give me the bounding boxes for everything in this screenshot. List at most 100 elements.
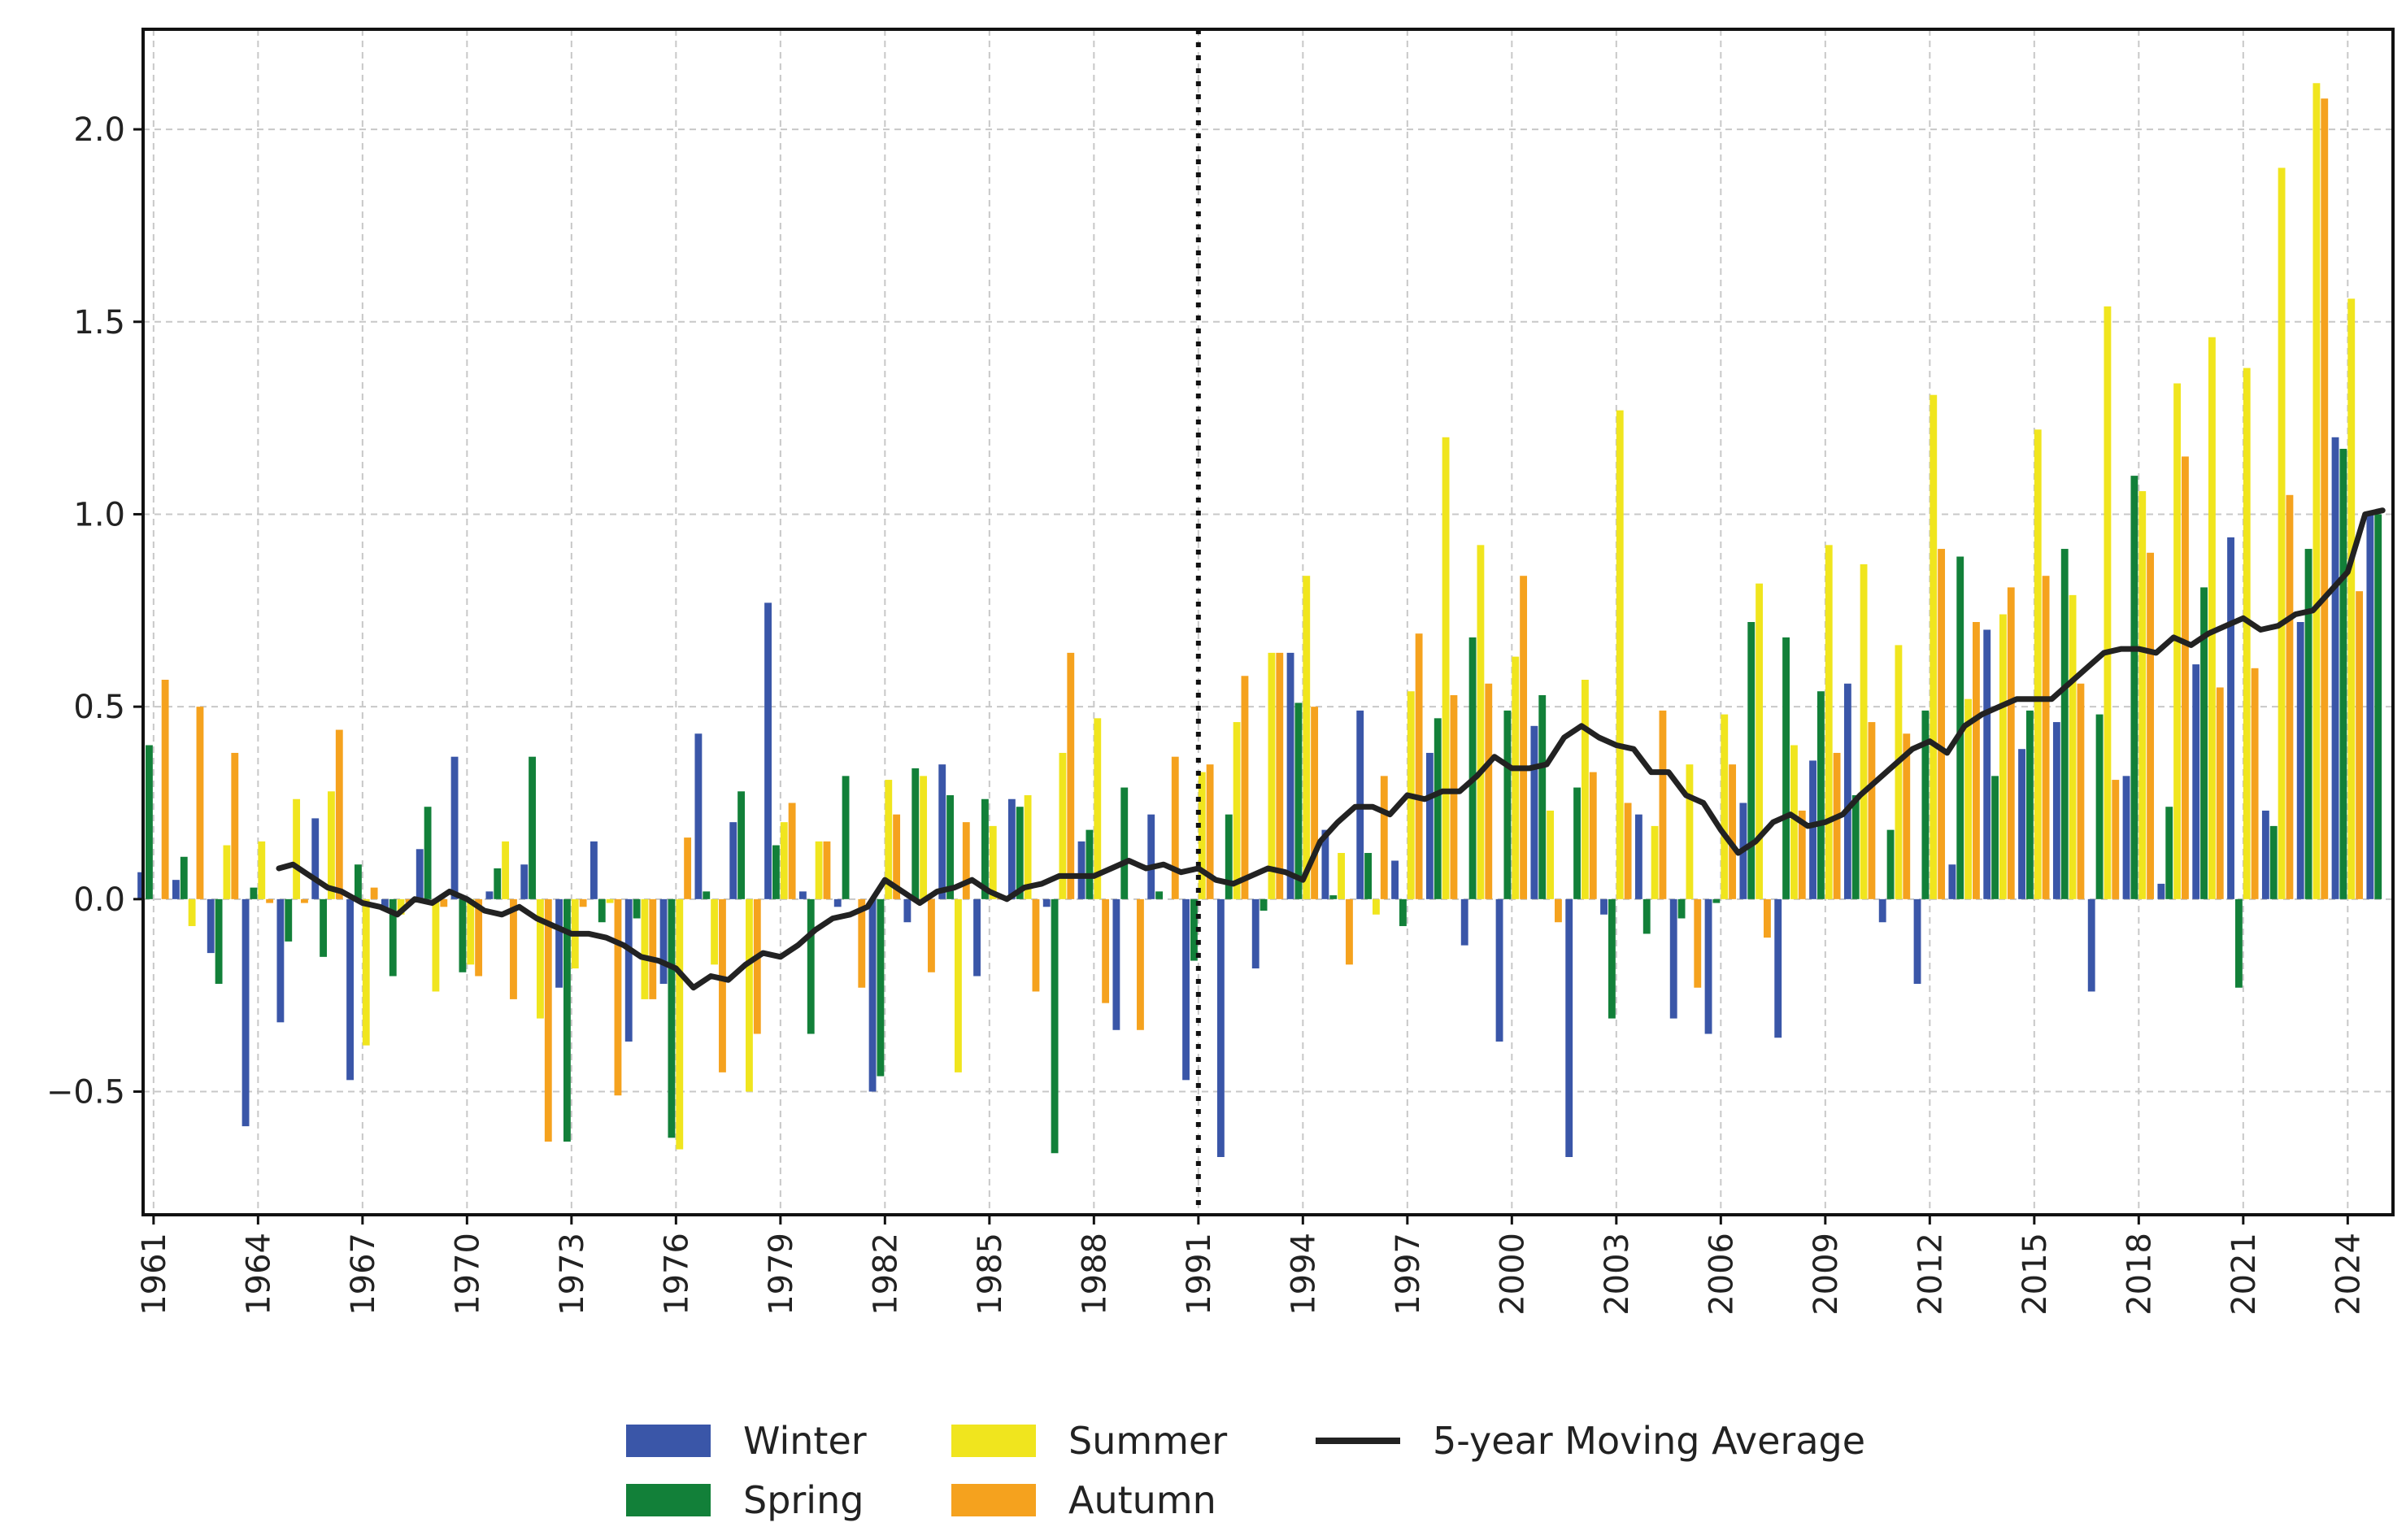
bar-autumn bbox=[753, 898, 761, 1034]
bar-series bbox=[137, 83, 2382, 1157]
bar-summer bbox=[1303, 576, 1311, 899]
y-tick-label: 0.0 bbox=[73, 881, 125, 919]
bar-autumn bbox=[684, 837, 692, 899]
bar-winter bbox=[2192, 664, 2200, 899]
bar-summer bbox=[2278, 167, 2286, 899]
x-tick-label: 1994 bbox=[1285, 1233, 1322, 1316]
bar-summer bbox=[1756, 583, 1764, 899]
legend-label: Summer bbox=[1068, 1419, 1227, 1463]
bar-autumn bbox=[1798, 810, 1806, 899]
bar-summer bbox=[397, 898, 405, 915]
bar-winter bbox=[973, 898, 981, 977]
bar-summer bbox=[955, 898, 962, 1072]
bar-autumn bbox=[266, 898, 274, 903]
bar-spring bbox=[459, 898, 467, 972]
legend-label: Autumn bbox=[1068, 1478, 1216, 1522]
bar-summer bbox=[1721, 714, 1729, 899]
bar-spring bbox=[2165, 807, 2173, 899]
bar-spring bbox=[2269, 825, 2278, 899]
bar-winter bbox=[2227, 537, 2234, 899]
bar-autumn bbox=[1067, 652, 1075, 899]
bar-winter bbox=[276, 898, 285, 1023]
bar-autumn bbox=[544, 898, 552, 1142]
bar-summer bbox=[2069, 594, 2077, 899]
bar-autumn bbox=[475, 898, 483, 977]
bar-winter bbox=[2331, 437, 2339, 899]
x-tick-label: 2000 bbox=[1494, 1233, 1531, 1316]
bar-winter bbox=[207, 898, 215, 954]
bar-winter bbox=[1948, 864, 1956, 899]
bar-winter bbox=[2087, 898, 2095, 992]
bar-autumn bbox=[2147, 552, 2155, 899]
bar-winter bbox=[1425, 752, 1434, 899]
bar-autumn bbox=[335, 729, 343, 899]
bar-autumn bbox=[370, 887, 378, 899]
bar-autumn bbox=[2077, 683, 2085, 899]
bar-winter bbox=[1460, 898, 1468, 946]
bar-summer bbox=[1059, 752, 1067, 899]
bar-summer bbox=[2347, 298, 2356, 899]
bar-spring bbox=[2200, 587, 2208, 899]
bar-summer bbox=[989, 825, 997, 899]
bar-summer bbox=[1198, 772, 1206, 899]
bar-autumn bbox=[2251, 668, 2259, 899]
bar-summer bbox=[1233, 722, 1241, 899]
bar-autumn bbox=[1206, 764, 1214, 899]
bar-winter bbox=[1878, 898, 1886, 923]
bar-winter bbox=[659, 898, 668, 984]
x-tick-label: 2003 bbox=[1599, 1233, 1636, 1316]
x-tick-label: 2006 bbox=[1703, 1233, 1740, 1316]
bar-winter bbox=[520, 864, 529, 899]
bar-autumn bbox=[1520, 576, 1528, 899]
bar-spring bbox=[2234, 898, 2243, 988]
bar-summer bbox=[467, 898, 475, 965]
legend-label: Spring bbox=[743, 1478, 864, 1522]
bar-autumn bbox=[928, 898, 935, 972]
bar-winter bbox=[903, 898, 911, 923]
bar-autumn bbox=[858, 898, 866, 988]
bar-autumn bbox=[1973, 622, 1980, 899]
bar-winter bbox=[1669, 898, 1677, 1019]
bar-spring bbox=[911, 768, 920, 899]
bar-spring bbox=[1816, 691, 1825, 899]
bar-spring bbox=[2339, 448, 2347, 899]
bar-summer bbox=[606, 898, 614, 903]
bar-summer bbox=[1338, 853, 1346, 899]
bar-summer bbox=[676, 898, 684, 1150]
x-tick-label: 1997 bbox=[1390, 1233, 1427, 1316]
bar-summer bbox=[502, 841, 510, 899]
bar-autumn bbox=[2356, 591, 2364, 899]
bar-summer bbox=[1442, 437, 1450, 899]
bar-autumn bbox=[1555, 898, 1562, 923]
bar-autumn bbox=[2321, 98, 2329, 899]
bar-spring bbox=[1329, 895, 1338, 899]
bar-spring bbox=[877, 898, 885, 1077]
bar-autumn bbox=[231, 752, 239, 899]
bar-autumn bbox=[1868, 722, 1876, 899]
bar-winter bbox=[1634, 814, 1642, 899]
bar-winter bbox=[485, 891, 494, 899]
x-tick-label: 1988 bbox=[1076, 1233, 1113, 1316]
bar-spring bbox=[1608, 898, 1616, 1019]
bar-spring bbox=[1538, 694, 1547, 899]
bar-spring bbox=[1294, 703, 1303, 899]
legend-swatch-winter bbox=[626, 1425, 711, 1457]
bar-winter bbox=[1182, 898, 1190, 1081]
bar-winter bbox=[1077, 841, 1086, 899]
bar-spring bbox=[2060, 549, 2069, 899]
bar-spring bbox=[1434, 718, 1442, 899]
bar-autumn bbox=[614, 898, 622, 1096]
bar-winter bbox=[729, 822, 737, 899]
bar-summer bbox=[537, 898, 544, 1019]
bar-autumn bbox=[1276, 652, 1284, 899]
bar-spring bbox=[668, 898, 676, 1138]
bar-autumn bbox=[1380, 776, 1388, 899]
axes-frame bbox=[141, 28, 2395, 1216]
bar-winter bbox=[1286, 652, 1294, 899]
bar-winter bbox=[311, 818, 320, 899]
bar-winter bbox=[172, 880, 180, 899]
bar-summer bbox=[1686, 764, 1694, 899]
bar-winter bbox=[764, 603, 772, 899]
bar-summer bbox=[1477, 545, 1485, 899]
x-tick-label: 2009 bbox=[1808, 1233, 1845, 1316]
